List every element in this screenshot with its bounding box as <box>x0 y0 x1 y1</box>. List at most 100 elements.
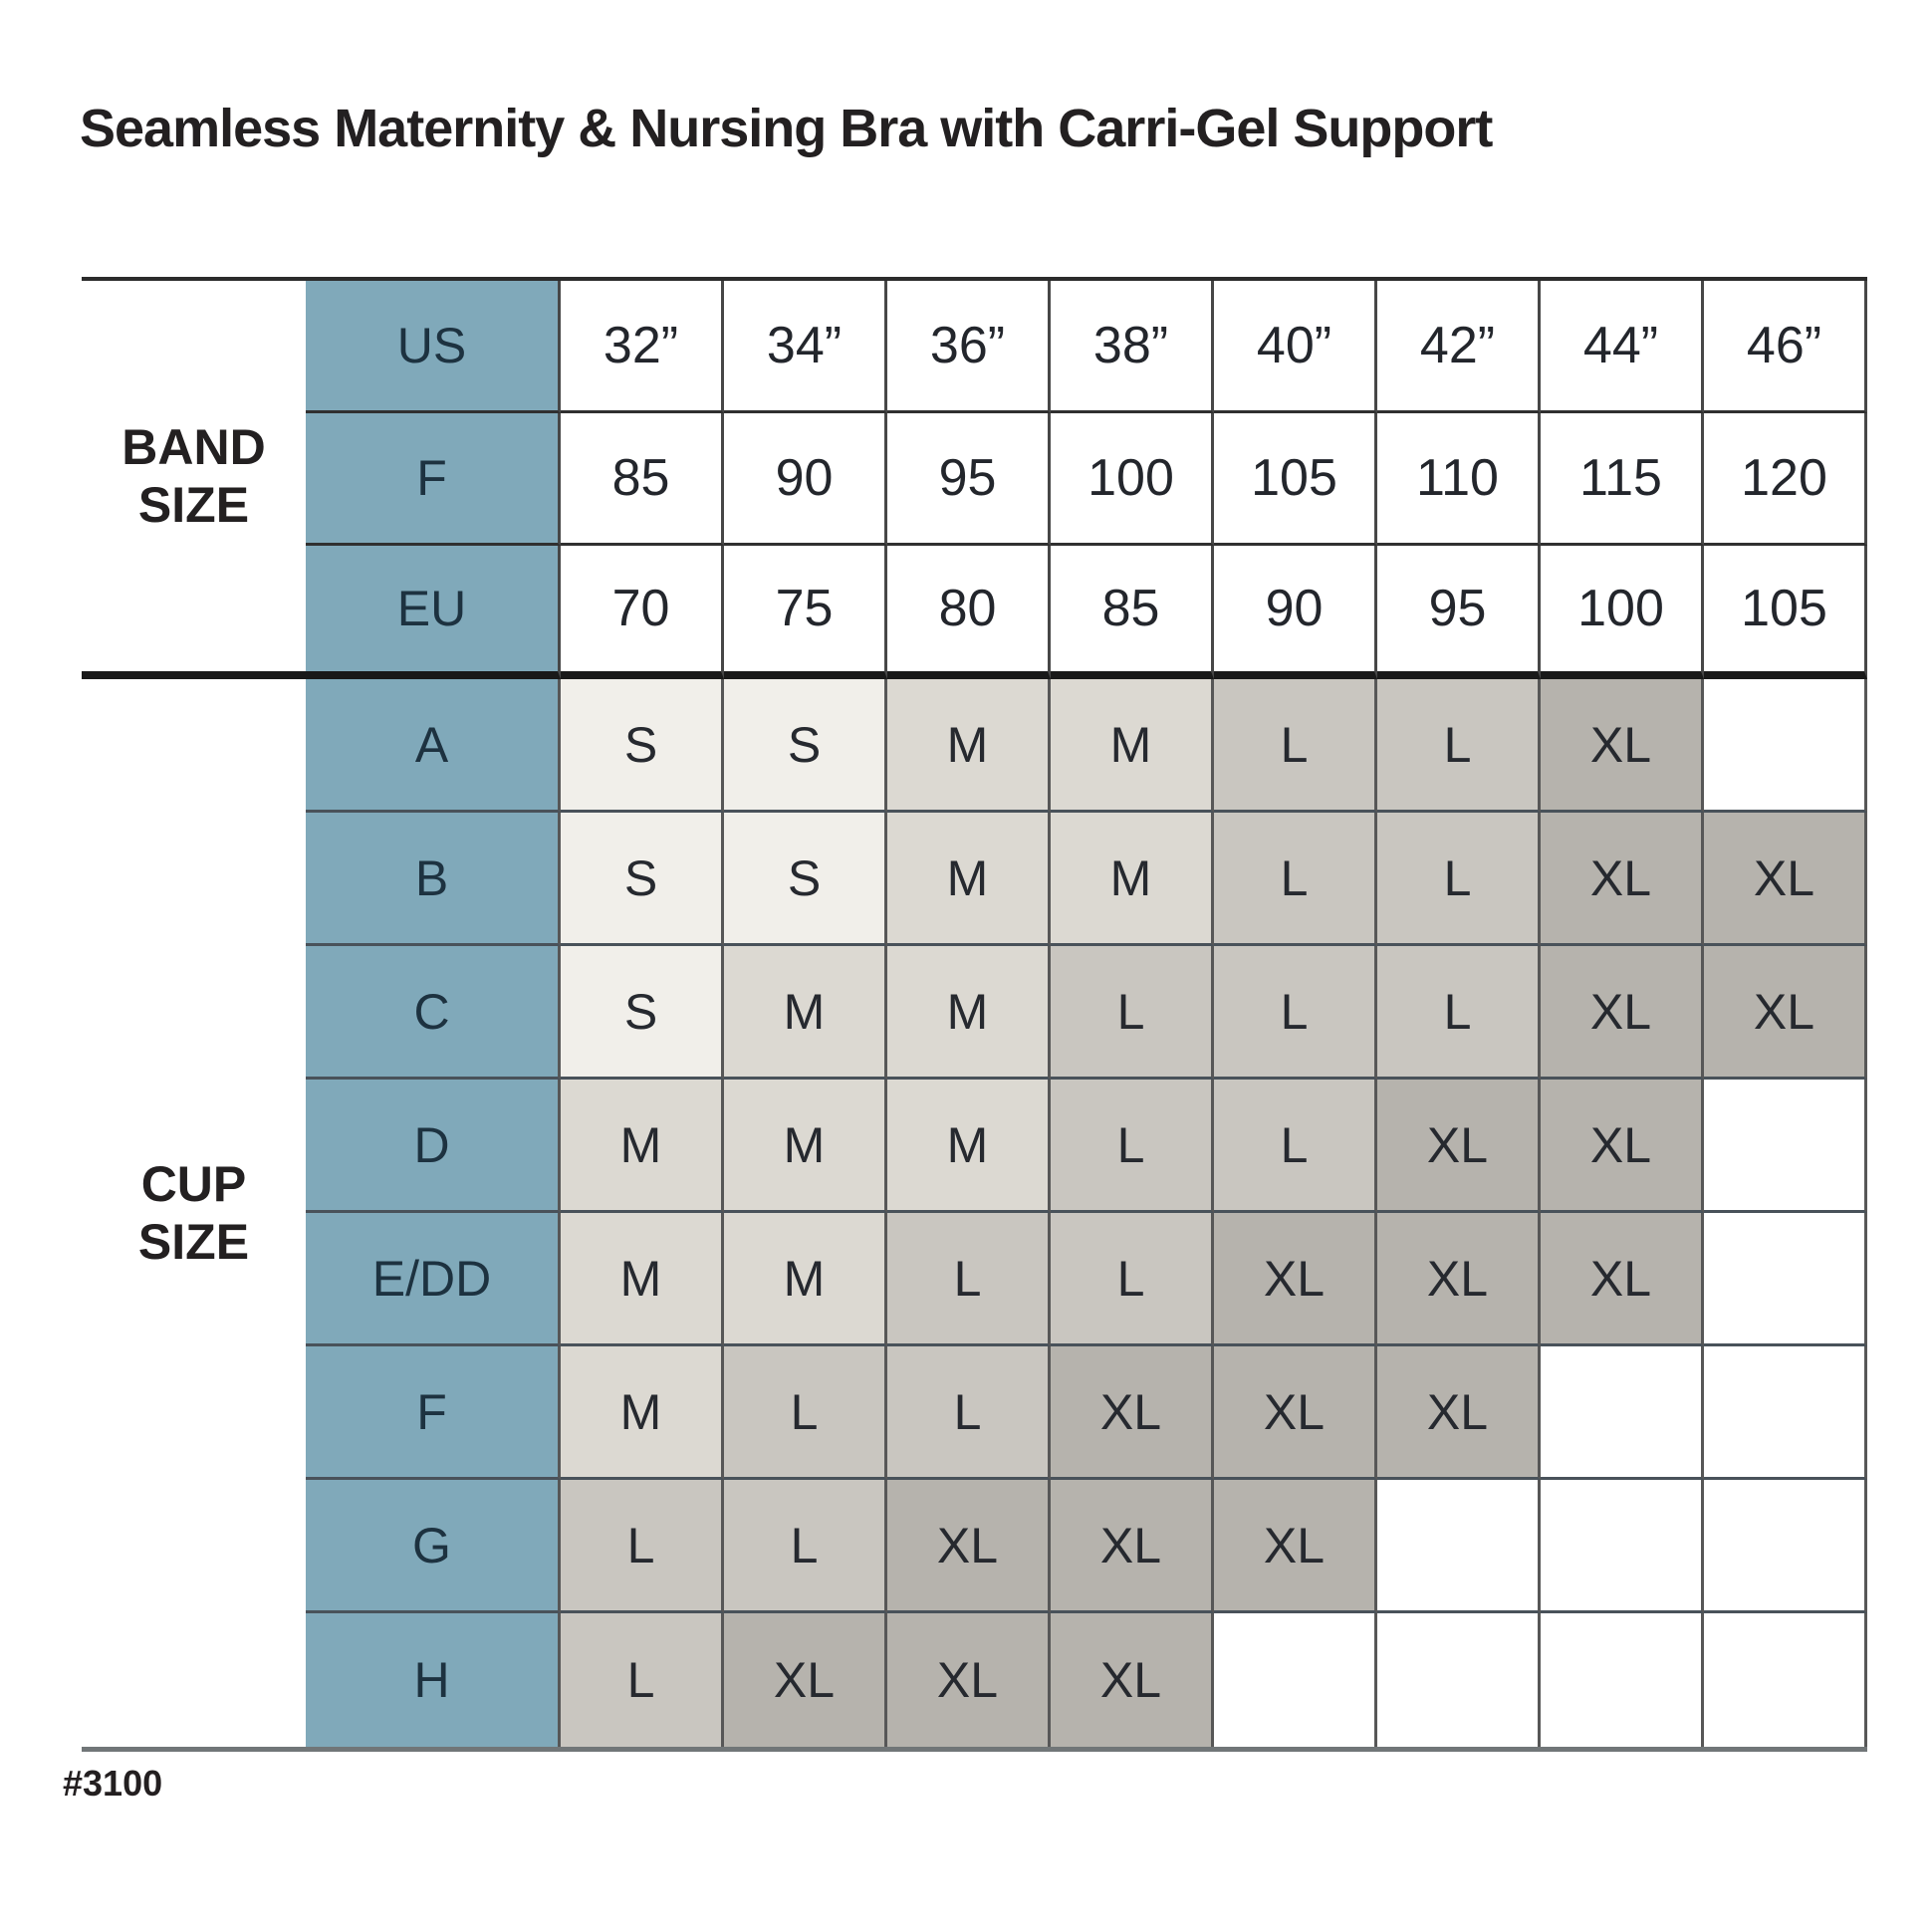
cup-cell: M <box>724 1080 887 1213</box>
cup-cell: M <box>887 1080 1051 1213</box>
cup-row-label: E/DD <box>306 1213 561 1346</box>
cup-cell: S <box>561 813 724 946</box>
cup-cell: L <box>1377 946 1541 1080</box>
cup-cell: L <box>1051 1080 1214 1213</box>
cup-cell: XL <box>1051 1480 1214 1613</box>
cup-cell: XL <box>1704 946 1867 1080</box>
cup-row-label: A <box>306 679 561 813</box>
band-value-cell: 110 <box>1377 413 1541 546</box>
band-value-cell: 75 <box>724 546 887 679</box>
cup-cell <box>1704 1346 1867 1480</box>
band-value-cell: 95 <box>887 413 1051 546</box>
cup-cell: S <box>724 679 887 813</box>
cup-cell: M <box>724 1213 887 1346</box>
cup-cell: L <box>1214 679 1377 813</box>
cup-row-label: H <box>306 1613 561 1747</box>
band-value-cell: 85 <box>561 413 724 546</box>
band-value-cell: 36” <box>887 281 1051 413</box>
band-value-cell: 40” <box>1214 281 1377 413</box>
cup-row-label: D <box>306 1080 561 1213</box>
band-size-label-text: BAND SIZE <box>121 419 266 533</box>
cup-cell: XL <box>1214 1213 1377 1346</box>
cup-cell <box>1377 1613 1541 1747</box>
cup-cell: S <box>561 679 724 813</box>
cup-cell: S <box>724 813 887 946</box>
band-value-cell: 32” <box>561 281 724 413</box>
band-value-cell: 85 <box>1051 546 1214 679</box>
cup-cell: XL <box>1214 1346 1377 1480</box>
cup-row-label: G <box>306 1480 561 1613</box>
cup-cell: M <box>887 679 1051 813</box>
cup-size-label: CUP SIZE <box>82 679 306 1747</box>
band-value-cell: 105 <box>1704 546 1867 679</box>
cup-cell <box>1704 1613 1867 1747</box>
cup-cell: L <box>1214 946 1377 1080</box>
cup-cell: S <box>561 946 724 1080</box>
cup-cell: M <box>561 1346 724 1480</box>
band-row-label: EU <box>306 546 561 679</box>
cup-cell: L <box>1051 946 1214 1080</box>
cup-cell <box>1541 1346 1704 1480</box>
band-row-label: F <box>306 413 561 546</box>
cup-cell <box>1377 1480 1541 1613</box>
band-value-cell: 80 <box>887 546 1051 679</box>
cup-cell <box>1704 679 1867 813</box>
cup-cell: XL <box>1541 813 1704 946</box>
cup-cell: L <box>724 1346 887 1480</box>
cup-cell: XL <box>1541 946 1704 1080</box>
cup-cell: XL <box>887 1480 1051 1613</box>
cup-cell: L <box>887 1346 1051 1480</box>
band-value-cell: 34” <box>724 281 887 413</box>
cup-cell: M <box>887 813 1051 946</box>
cup-cell: XL <box>1214 1480 1377 1613</box>
band-value-cell: 115 <box>1541 413 1704 546</box>
cup-cell: L <box>724 1480 887 1613</box>
cup-cell <box>1704 1213 1867 1346</box>
cup-row-label: F <box>306 1346 561 1480</box>
cup-cell: XL <box>1704 813 1867 946</box>
cup-cell: M <box>561 1080 724 1213</box>
band-value-cell: 42” <box>1377 281 1541 413</box>
cup-cell <box>1704 1480 1867 1613</box>
cup-cell: XL <box>1377 1213 1541 1346</box>
cup-cell: XL <box>1377 1346 1541 1480</box>
cup-cell <box>1541 1480 1704 1613</box>
cup-cell: L <box>561 1480 724 1613</box>
cup-cell: XL <box>1377 1080 1541 1213</box>
cup-cell: XL <box>1541 1080 1704 1213</box>
cup-cell: XL <box>1051 1346 1214 1480</box>
cup-cell: L <box>1214 1080 1377 1213</box>
band-value-cell: 46” <box>1704 281 1867 413</box>
band-value-cell: 38” <box>1051 281 1214 413</box>
cup-cell: L <box>561 1613 724 1747</box>
band-value-cell: 90 <box>724 413 887 546</box>
band-size-label: BAND SIZE <box>82 281 306 679</box>
cup-cell: L <box>887 1213 1051 1346</box>
band-value-cell: 95 <box>1377 546 1541 679</box>
cup-cell: XL <box>1541 679 1704 813</box>
cup-cell: L <box>1051 1213 1214 1346</box>
cup-cell: M <box>1051 813 1214 946</box>
band-value-cell: 90 <box>1214 546 1377 679</box>
cup-cell: XL <box>724 1613 887 1747</box>
cup-cell <box>1704 1080 1867 1213</box>
cup-cell: L <box>1377 813 1541 946</box>
band-row-label: US <box>306 281 561 413</box>
cup-cell <box>1541 1613 1704 1747</box>
item-number: #3100 <box>63 1763 163 1804</box>
cup-cell: M <box>561 1213 724 1346</box>
cup-cell: XL <box>1051 1613 1214 1747</box>
band-value-cell: 44” <box>1541 281 1704 413</box>
cup-cell <box>1214 1613 1377 1747</box>
cup-cell: L <box>1377 679 1541 813</box>
cup-cell: M <box>724 946 887 1080</box>
page-title: Seamless Maternity & Nursing Bra with Ca… <box>80 99 1493 158</box>
cup-size-label-text: CUP SIZE <box>137 1156 250 1270</box>
cup-row-label: C <box>306 946 561 1080</box>
band-value-cell: 120 <box>1704 413 1867 546</box>
cup-cell: XL <box>1541 1213 1704 1346</box>
cup-cell: M <box>887 946 1051 1080</box>
band-value-cell: 100 <box>1541 546 1704 679</box>
band-value-cell: 105 <box>1214 413 1377 546</box>
cup-row-label: B <box>306 813 561 946</box>
